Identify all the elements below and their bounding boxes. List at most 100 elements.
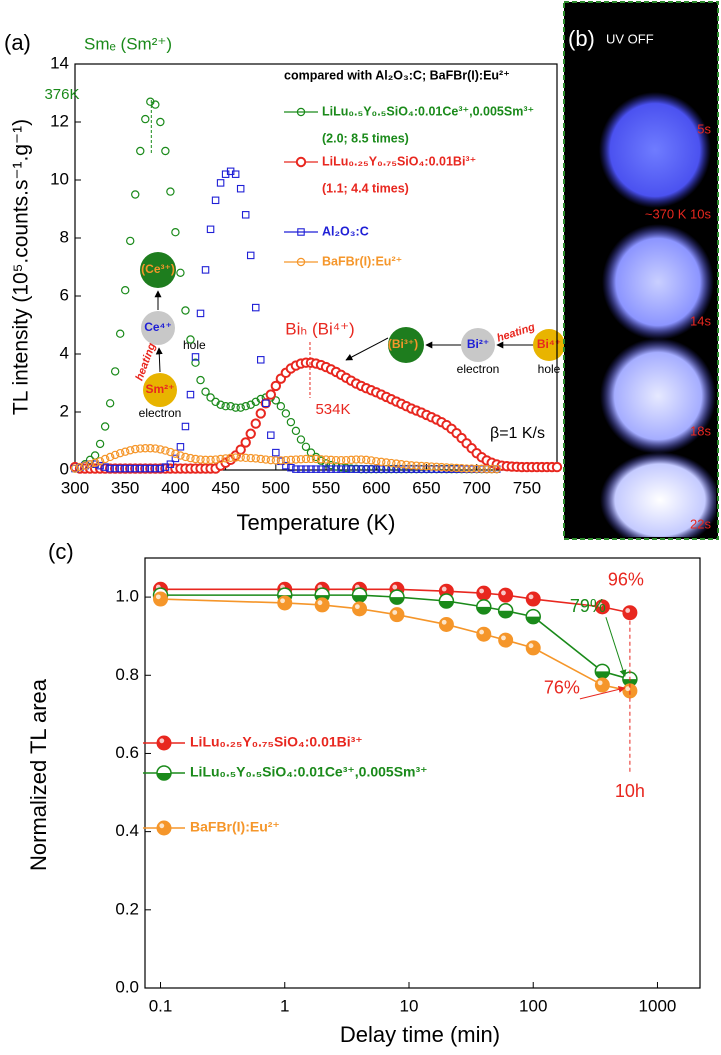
data-point bbox=[255, 408, 266, 419]
data-point bbox=[476, 626, 492, 642]
x-tick-label: 1 bbox=[280, 996, 289, 1015]
data-point bbox=[356, 455, 366, 464]
y-tick-label: 0.4 bbox=[115, 821, 139, 840]
data-point bbox=[314, 597, 330, 613]
ion-note: hole bbox=[183, 338, 206, 352]
data-point bbox=[90, 458, 100, 467]
data-point bbox=[265, 389, 277, 400]
data-point bbox=[151, 444, 160, 453]
data-point bbox=[372, 465, 380, 473]
data-point bbox=[246, 251, 255, 260]
photo-panel: (b) UV OFF bbox=[563, 1, 719, 540]
ion-circle bbox=[140, 252, 176, 288]
data-point bbox=[111, 464, 119, 473]
arrow bbox=[345, 337, 389, 361]
legend-note: (2.0; 8.5 times) bbox=[322, 131, 409, 145]
marker-highlight bbox=[625, 686, 631, 692]
data-point bbox=[70, 464, 80, 473]
data-point bbox=[153, 591, 169, 607]
marker-highlight bbox=[479, 629, 484, 635]
data-point bbox=[382, 458, 391, 467]
marker-highlight bbox=[354, 604, 360, 610]
data-point bbox=[342, 465, 350, 473]
peak-label: Biₕ (Bi⁴⁺) bbox=[285, 319, 354, 338]
data-point bbox=[105, 399, 115, 408]
x-tick-label: 100 bbox=[519, 996, 547, 1015]
glow-sample bbox=[600, 338, 716, 454]
data-point bbox=[525, 591, 541, 607]
data-point bbox=[362, 465, 370, 473]
data-point bbox=[352, 465, 360, 473]
marker-half bbox=[498, 610, 513, 618]
data-point bbox=[389, 607, 405, 623]
data-point bbox=[196, 455, 205, 464]
label-arrow bbox=[605, 617, 627, 677]
data-point bbox=[191, 454, 200, 464]
data-point bbox=[201, 455, 210, 465]
data-point bbox=[457, 464, 466, 473]
data-point bbox=[357, 465, 365, 473]
peak-temperature: 376K bbox=[44, 86, 79, 103]
y-tick-label: 0.8 bbox=[115, 665, 139, 684]
x-tick-label: 400 bbox=[161, 478, 189, 497]
marker-half bbox=[389, 597, 404, 605]
data-point bbox=[116, 464, 124, 473]
data-point bbox=[216, 179, 225, 187]
data-point bbox=[317, 465, 325, 473]
data-point bbox=[442, 463, 451, 472]
marker-highlight bbox=[441, 586, 447, 592]
data-point bbox=[407, 461, 416, 470]
data-point bbox=[392, 459, 401, 468]
data-point bbox=[331, 455, 341, 465]
glow-sample bbox=[599, 92, 711, 208]
data-point bbox=[121, 286, 130, 295]
marker-highlight bbox=[528, 643, 534, 649]
marker-body bbox=[277, 595, 293, 611]
x-tick-label: 1000 bbox=[639, 996, 677, 1015]
data-point bbox=[326, 455, 336, 465]
data-point bbox=[186, 335, 195, 344]
data-point bbox=[267, 431, 275, 439]
data-point bbox=[171, 227, 180, 237]
data-point bbox=[257, 356, 265, 364]
data-point bbox=[594, 677, 610, 693]
marker-highlight bbox=[501, 590, 506, 596]
data-point bbox=[80, 461, 90, 470]
data-point bbox=[397, 465, 406, 473]
data-point bbox=[525, 640, 541, 656]
legend-label: LiLu₀.₅Y₀.₅SiO₄:0.01Ce³⁺,0.005Sm³⁺ bbox=[190, 764, 428, 780]
legend-marker bbox=[297, 228, 305, 236]
marker-highlight bbox=[159, 738, 165, 744]
data-point bbox=[281, 455, 291, 465]
marker-body bbox=[314, 597, 330, 613]
data-point bbox=[146, 464, 155, 473]
data-point bbox=[161, 146, 170, 156]
data-point bbox=[241, 453, 250, 463]
data-point bbox=[387, 458, 396, 468]
marker-body bbox=[156, 820, 172, 836]
data-point bbox=[422, 462, 431, 471]
data-point bbox=[498, 632, 514, 648]
data-point bbox=[115, 448, 125, 458]
ion-note: electron bbox=[139, 406, 182, 420]
data-point bbox=[245, 428, 256, 439]
data-point bbox=[171, 449, 180, 458]
legend-note: (1.1; 4.4 times) bbox=[322, 181, 409, 195]
data-point bbox=[176, 443, 185, 451]
legend-marker bbox=[296, 107, 306, 117]
data-point bbox=[95, 439, 105, 449]
data-point bbox=[266, 455, 276, 465]
data-point bbox=[476, 599, 492, 615]
data-point bbox=[452, 463, 461, 473]
data-point bbox=[250, 418, 261, 429]
marker-half bbox=[476, 606, 491, 614]
x-tick-label: 500 bbox=[262, 478, 290, 497]
value-label: 96% bbox=[608, 569, 644, 589]
data-point bbox=[156, 445, 165, 454]
data-point bbox=[186, 390, 195, 399]
photo-blobs bbox=[599, 92, 716, 537]
y-tick-label: 6 bbox=[60, 285, 69, 304]
data-point bbox=[437, 462, 446, 472]
ion-label: Sm²⁺ bbox=[145, 382, 174, 396]
data-point bbox=[115, 329, 125, 338]
